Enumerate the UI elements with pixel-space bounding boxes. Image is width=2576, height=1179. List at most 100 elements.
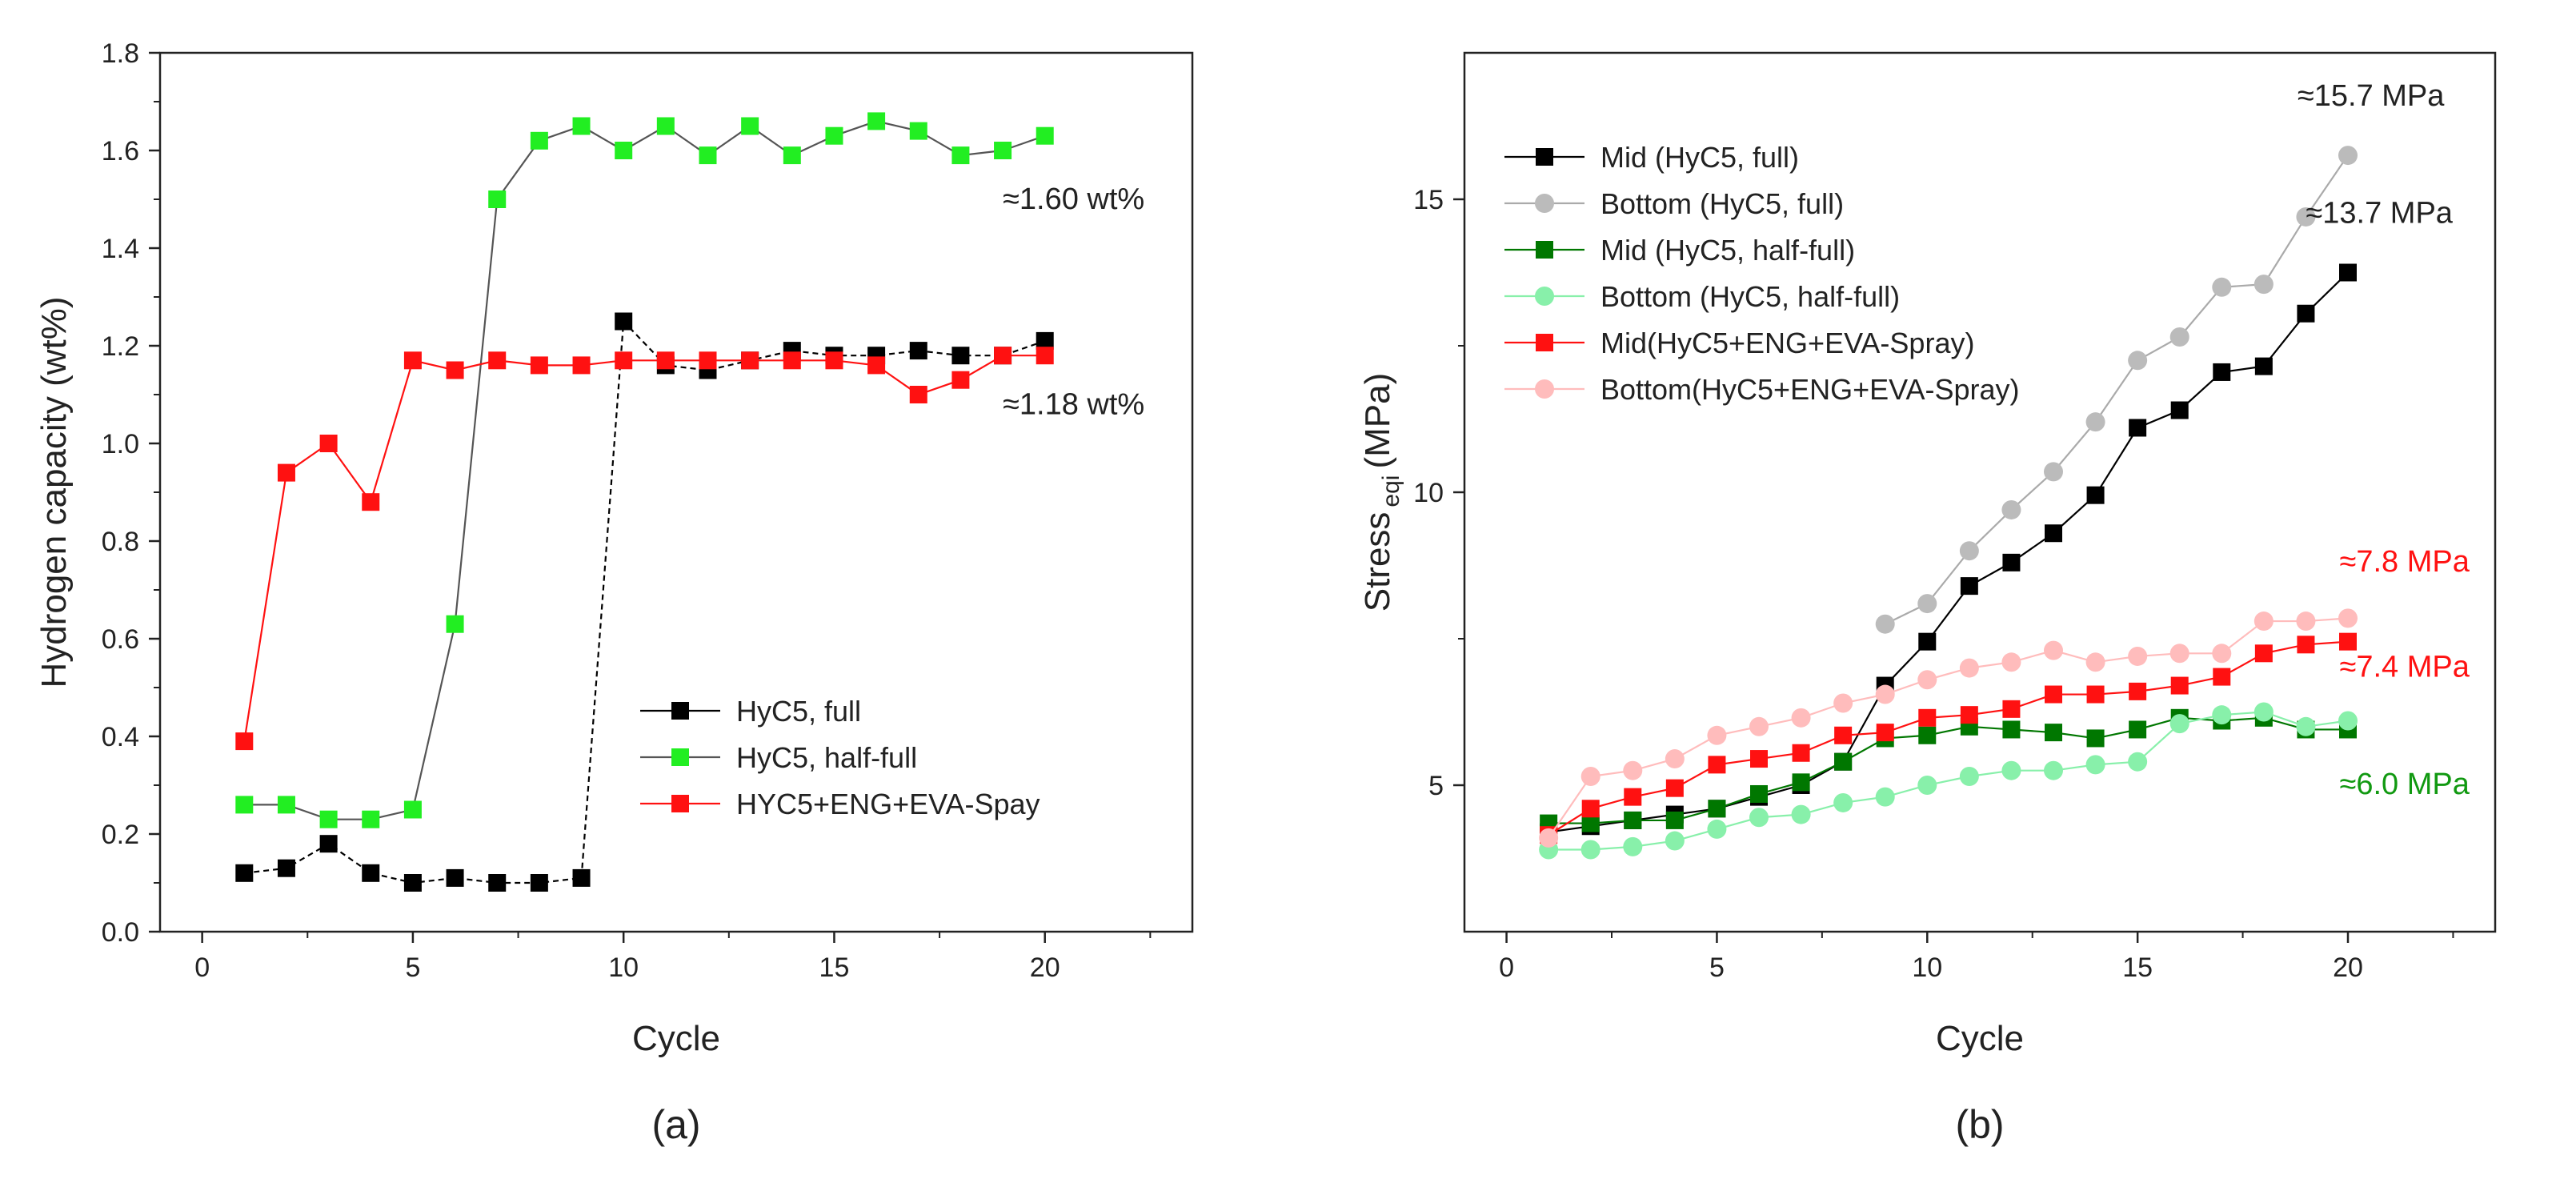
data-point	[1036, 126, 1054, 145]
data-point	[2002, 720, 2021, 739]
data-point	[1875, 614, 1895, 634]
data-point	[403, 874, 422, 892]
legend-label: Mid(HyC5+ENG+EVA-Spray)	[1600, 327, 1974, 359]
data-point	[488, 874, 507, 892]
legend-label: HyC5, full	[736, 695, 861, 728]
data-point	[1917, 670, 1937, 690]
data-point	[2001, 652, 2021, 672]
data-point	[2128, 646, 2148, 666]
legend: HyC5, full HyC5, half-full HYC5+ENG+EVA-Sp…	[640, 695, 1040, 820]
data-point	[1918, 632, 1937, 651]
data-point	[2212, 277, 2232, 297]
legend-label: HYC5+ENG+EVA-Spay	[736, 788, 1040, 820]
data-point	[446, 868, 464, 887]
data-point	[1791, 708, 1811, 728]
data-point	[909, 342, 927, 360]
legend-marker	[1535, 379, 1554, 399]
data-point	[1665, 831, 1685, 851]
data-point	[699, 351, 717, 370]
legend-marker	[1536, 334, 1553, 351]
y-tick-label: 1.0	[102, 429, 139, 459]
data-point	[2213, 363, 2231, 381]
x-tick-label: 5	[405, 952, 420, 983]
y-tick-label: 5	[1428, 771, 1444, 801]
data-point	[867, 356, 886, 375]
data-point	[2045, 685, 2062, 704]
data-point	[615, 142, 633, 159]
data-point	[2212, 644, 2232, 664]
series-6	[1539, 608, 2358, 848]
data-point	[994, 347, 1012, 365]
value-annotation: ≈7.8 MPa	[2339, 545, 2470, 579]
data-point	[2045, 724, 2062, 742]
data-point	[1665, 811, 1684, 829]
panel-b-stress-chart: 0 5 10 15 20 5 10 15 Cycle Stress eqi (MPa) (b) Mid (…	[1358, 51, 2497, 1147]
x-axis-label: Cycle	[1936, 1019, 2024, 1058]
panel-a-hydrogen-capacity-chart: 0 5 10 15 20 0.0 0.2 0.4 0.6 0.8 1.0 1.2 1.4 1.6 1.8 Cy…	[34, 38, 1194, 1147]
y-tick-label: 1.4	[102, 234, 139, 264]
legend-entry: HyC5, full	[640, 695, 861, 728]
series-3	[1540, 708, 2357, 832]
panel-label: (b)	[1955, 1102, 2004, 1147]
series-5	[1540, 632, 2357, 844]
legend-marker	[1535, 194, 1554, 213]
data-point	[1580, 840, 1600, 860]
data-point	[909, 386, 927, 403]
data-point	[2338, 146, 2358, 166]
y-axis-label-subscript: eqi	[1378, 475, 1404, 507]
y-tick-label: 1.6	[102, 136, 139, 166]
data-point	[1959, 767, 1979, 787]
data-point	[1539, 828, 1559, 848]
data-point	[2044, 760, 2063, 780]
data-point	[1624, 788, 1642, 806]
data-point	[2169, 714, 2189, 734]
data-point	[530, 131, 548, 150]
data-point	[362, 493, 380, 511]
data-point	[2253, 275, 2274, 295]
y-tick-label: 0.6	[102, 624, 139, 655]
data-point	[867, 112, 886, 130]
legend-label: Bottom (HyC5, half-full)	[1600, 280, 1900, 313]
data-point	[362, 864, 380, 882]
data-point	[572, 868, 591, 887]
data-point	[951, 347, 970, 365]
data-point	[1876, 724, 1894, 742]
data-point	[825, 126, 843, 145]
legend-label: Mid (HyC5, full)	[1600, 141, 1799, 174]
data-point	[1623, 836, 1643, 856]
legend-entry: HYC5+ENG+EVA-Spay	[640, 788, 1040, 820]
data-point	[1917, 594, 1937, 614]
data-point	[2169, 327, 2189, 347]
data-point	[2213, 668, 2231, 686]
legend-marker	[671, 702, 689, 720]
legend-entry: Mid (HyC5, half-full)	[1504, 234, 1855, 267]
data-point	[2044, 640, 2063, 660]
legend-entry: Bottom(HyC5+ENG+EVA-Spray)	[1504, 373, 2020, 406]
data-point	[2296, 612, 2316, 632]
y-axis-label-unit: (MPa)	[1358, 373, 1397, 469]
data-point	[572, 356, 591, 375]
legend-label: Mid (HyC5, half-full)	[1600, 234, 1855, 267]
y-axis-label-main: Stress	[1358, 512, 1397, 612]
data-point	[488, 351, 507, 370]
data-point	[1580, 767, 1600, 787]
data-point	[1624, 811, 1642, 829]
data-point	[2044, 462, 2063, 482]
data-point	[2085, 412, 2105, 432]
value-annotation: ≈1.18 wt%	[1003, 387, 1144, 421]
legend-label: Bottom(HyC5+ENG+EVA-Spray)	[1600, 373, 2020, 406]
data-point	[1918, 708, 1937, 727]
data-point	[2128, 752, 2148, 772]
data-point	[2001, 760, 2021, 780]
data-point	[1834, 726, 1853, 744]
y-tick-label: 10	[1413, 478, 1444, 508]
legend-marker	[671, 748, 689, 766]
data-point	[1749, 716, 1769, 736]
data-point	[319, 435, 338, 452]
data-point	[1749, 808, 1769, 828]
data-point	[1707, 725, 1727, 745]
legend-marker	[1536, 148, 1553, 166]
series-4	[1539, 702, 2358, 860]
x-tick-label: 20	[1030, 952, 1060, 983]
data-point	[2338, 608, 2358, 628]
